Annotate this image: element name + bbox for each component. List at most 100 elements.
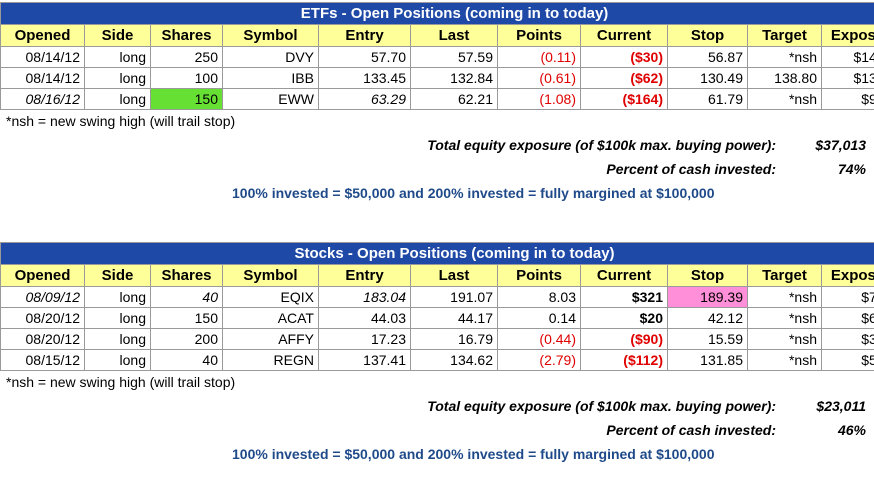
nsh-footnote: *nsh = new swing high (will trail stop) xyxy=(6,374,236,390)
cell-opened: 08/09/12 xyxy=(0,286,85,308)
cell-stop: 130.49 xyxy=(667,67,748,89)
cell-current: ($112) xyxy=(580,349,668,371)
cell-side: long xyxy=(84,67,151,89)
col-header-last: Last xyxy=(410,264,498,287)
cell-entry: 57.70 xyxy=(318,46,411,68)
cell-opened: 08/16/12 xyxy=(0,88,85,110)
cell-stop: 131.85 xyxy=(667,349,748,371)
col-header-target: Target xyxy=(747,264,822,287)
cell-shares-highlighted: 150 xyxy=(150,88,223,110)
col-header-opened: Opened xyxy=(0,264,85,287)
col-header-stop: Stop xyxy=(667,24,748,47)
cell-last: 191.07 xyxy=(410,286,498,308)
cell-target: 138.80 xyxy=(747,67,822,89)
cell-symbol: IBB xyxy=(222,67,319,89)
cell-entry: 63.29 xyxy=(318,88,411,110)
invested-note: 100% invested = $50,000 and 200% investe… xyxy=(232,446,715,462)
col-header-exposure: Exposure xyxy=(820,264,874,287)
cell-shares: 250 xyxy=(150,46,223,68)
cell-points: 8.03 xyxy=(497,286,581,308)
stocks-section: Stocks - Open Positions (coming in to to… xyxy=(0,242,874,466)
cell-symbol: AFFY xyxy=(222,328,319,350)
cell-symbol: EQIX xyxy=(222,286,319,308)
cell-opened: 08/20/12 xyxy=(0,328,85,350)
cell-target: *nsh xyxy=(747,328,822,350)
cell-side: long xyxy=(84,349,151,371)
cell-points: (0.11) xyxy=(497,46,581,68)
cell-side: long xyxy=(84,46,151,68)
table-row: 08/20/12 long 150 ACAT 44.03 44.17 0.14 … xyxy=(0,307,874,329)
cell-shares: 40 xyxy=(150,349,223,371)
cell-points: (2.79) xyxy=(497,349,581,371)
cell-entry: 133.45 xyxy=(318,67,411,89)
etf-table-title: ETFs - Open Positions (coming in to toda… xyxy=(0,2,874,25)
table-row: 08/15/12 long 40 REGN 137.41 134.62 (2.7… xyxy=(0,349,874,371)
col-header-last: Last xyxy=(410,24,498,47)
cell-target: *nsh xyxy=(747,286,822,308)
cell-entry: 17.23 xyxy=(318,328,411,350)
cell-stop-highlighted: 189.39 xyxy=(667,286,748,308)
cell-points: (1.08) xyxy=(497,88,581,110)
cell-symbol: EWW xyxy=(222,88,319,110)
cell-target: *nsh xyxy=(747,46,822,68)
cell-symbol: REGN xyxy=(222,349,319,371)
table-row: 08/09/12 long 40 EQIX 183.04 191.07 8.03… xyxy=(0,286,874,308)
percent-invested-value: 46% xyxy=(837,422,866,438)
cell-side: long xyxy=(84,286,151,308)
cell-shares: 150 xyxy=(150,307,223,329)
percent-invested-value: 74% xyxy=(837,161,866,177)
cell-stop: 15.59 xyxy=(667,328,748,350)
cell-last: 16.79 xyxy=(410,328,498,350)
cell-current: $321 xyxy=(580,286,668,308)
cell-last: 132.84 xyxy=(410,67,498,89)
total-exposure-label: Total equity exposure (of $100k max. buy… xyxy=(427,137,776,153)
col-header-side: Side xyxy=(84,264,151,287)
table-row: 08/20/12 long 200 AFFY 17.23 16.79 (0.44… xyxy=(0,328,874,350)
cell-current: $20 xyxy=(580,307,668,329)
col-header-current: Current xyxy=(580,264,668,287)
etf-table: ETFs - Open Positions (coming in to toda… xyxy=(0,2,874,110)
cell-entry: 44.03 xyxy=(318,307,411,329)
cell-opened: 08/14/12 xyxy=(0,46,85,68)
cell-shares: 100 xyxy=(150,67,223,89)
cell-last: 57.59 xyxy=(410,46,498,68)
cell-exposure: $9,332 xyxy=(820,88,874,110)
col-header-exposure: Exposure xyxy=(820,24,874,47)
cell-side: long xyxy=(84,307,151,329)
cell-opened: 08/20/12 xyxy=(0,307,85,329)
invested-note: 100% invested = $50,000 and 200% investe… xyxy=(232,185,715,201)
percent-invested-row: Percent of cash invested: 74% xyxy=(0,157,874,181)
cell-target: *nsh xyxy=(747,307,822,329)
cell-stop: 42.12 xyxy=(667,307,748,329)
cell-last: 44.17 xyxy=(410,307,498,329)
stocks-table: Stocks - Open Positions (coming in to to… xyxy=(0,242,874,371)
cell-symbol: DVY xyxy=(222,46,319,68)
total-exposure-label: Total equity exposure (of $100k max. buy… xyxy=(427,398,776,414)
col-header-current: Current xyxy=(580,24,668,47)
cell-opened: 08/15/12 xyxy=(0,349,85,371)
cell-exposure: $5,385 xyxy=(820,349,874,371)
col-header-symbol: Symbol xyxy=(222,24,319,47)
cell-current: ($62) xyxy=(580,67,668,89)
cell-exposure: $14,398 xyxy=(820,46,874,68)
cell-exposure: $13,284 xyxy=(820,67,874,89)
etf-section: ETFs - Open Positions (coming in to toda… xyxy=(0,2,874,205)
total-exposure-row: Total equity exposure (of $100k max. buy… xyxy=(0,394,874,418)
percent-invested-row: Percent of cash invested: 46% xyxy=(0,418,874,442)
cell-exposure: $6,626 xyxy=(820,307,874,329)
col-header-opened: Opened xyxy=(0,24,85,47)
cell-shares: 40 xyxy=(150,286,223,308)
cell-stop: 61.79 xyxy=(667,88,748,110)
cell-last: 134.62 xyxy=(410,349,498,371)
percent-invested-label: Percent of cash invested: xyxy=(606,161,776,177)
col-header-entry: Entry xyxy=(318,24,411,47)
col-header-stop: Stop xyxy=(667,264,748,287)
cell-current: ($90) xyxy=(580,328,668,350)
total-exposure-row: Total equity exposure (of $100k max. buy… xyxy=(0,133,874,157)
cell-current: ($30) xyxy=(580,46,668,68)
col-header-shares: Shares xyxy=(150,264,223,287)
cell-current: ($164) xyxy=(580,88,668,110)
cell-entry: 137.41 xyxy=(318,349,411,371)
stocks-table-title: Stocks - Open Positions (coming in to to… xyxy=(0,242,874,265)
total-exposure-value: $37,013 xyxy=(815,137,866,153)
